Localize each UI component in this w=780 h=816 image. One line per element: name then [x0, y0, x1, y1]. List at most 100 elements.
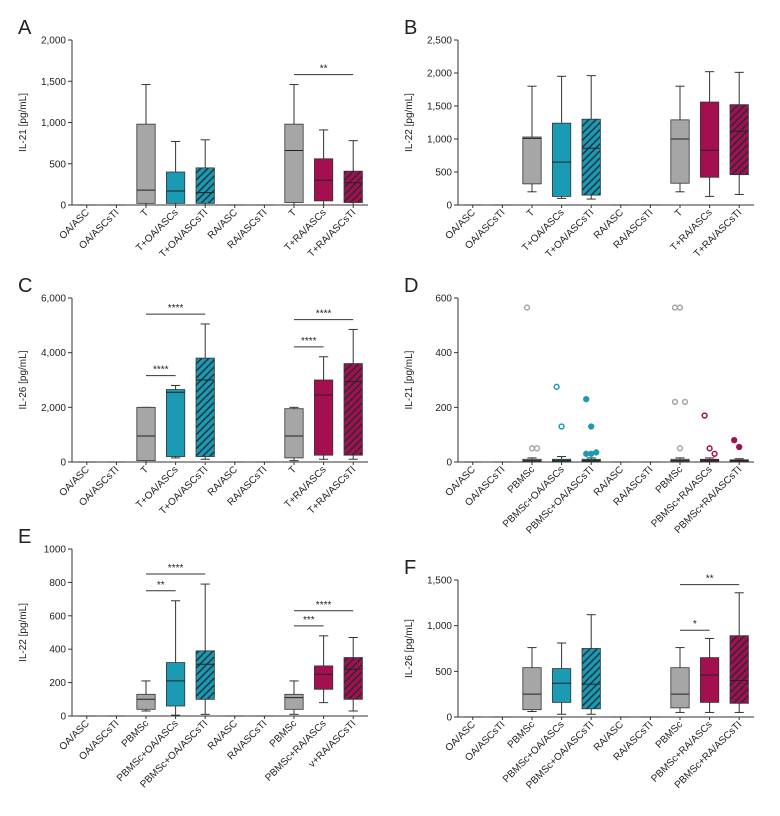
significance-label: ***: [303, 615, 315, 626]
box: [552, 668, 572, 703]
panel-letter: C: [18, 275, 32, 297]
outlier: [671, 398, 679, 406]
panel: AIL-21 [pg/mL]05001,0001,5002,000OA/ASCO…: [18, 17, 368, 260]
y-axis-title: IL-26 [pg/mL]: [404, 619, 415, 678]
significance-label: ****: [316, 309, 332, 320]
outlier: [528, 445, 536, 452]
outlier: [588, 423, 595, 430]
y-tick-label: 0: [60, 712, 66, 723]
outlier: [736, 443, 743, 451]
outlier: [523, 304, 531, 311]
box: [343, 363, 363, 456]
outlier: [533, 445, 541, 452]
y-axis-title: IL-21 [pg/mL]: [404, 350, 415, 409]
y-tick-label: 200: [49, 678, 66, 689]
outlier: [676, 445, 684, 452]
significance-label: ****: [153, 365, 169, 376]
y-tick-label: 6,000: [41, 294, 66, 305]
box: [729, 635, 749, 704]
box: [284, 693, 304, 710]
y-tick-label: 4,000: [41, 348, 66, 359]
y-tick-label: 0: [60, 458, 66, 469]
outlier: [558, 423, 565, 430]
box: [166, 171, 186, 204]
significance-label: ****: [301, 336, 317, 347]
y-tick-label: 500: [49, 159, 66, 170]
box: [314, 379, 334, 456]
panel-letter: B: [404, 17, 417, 39]
box: [314, 665, 334, 690]
panel-letter: F: [404, 557, 416, 579]
x-tick-label: T: [287, 207, 299, 219]
y-tick-label: 1,000: [427, 135, 452, 146]
y-axis-title: IL-22 [pg/mL]: [18, 603, 29, 662]
box: [166, 662, 186, 707]
y-axis-title: IL-22 [pg/mL]: [404, 93, 415, 152]
y-tick-label: 2,000: [427, 69, 452, 80]
panel-letter: A: [18, 17, 32, 39]
box: [552, 122, 572, 197]
outlier: [711, 450, 718, 457]
outlier: [583, 395, 590, 403]
y-tick-label: 0: [446, 458, 452, 469]
box: [343, 170, 363, 203]
y-tick-label: 0: [60, 201, 66, 212]
outlier: [553, 383, 560, 390]
y-tick-label: 1,000: [427, 621, 452, 632]
y-axis-title: IL-21 [pg/mL]: [18, 93, 29, 152]
box: [670, 667, 690, 709]
outlier: [671, 304, 679, 311]
y-tick-label: 2,000: [41, 403, 66, 414]
box: [284, 408, 304, 459]
significance-label: ****: [168, 563, 184, 574]
outlier: [706, 445, 713, 452]
box: [581, 648, 601, 710]
significance-label: **: [706, 574, 714, 585]
box: [136, 123, 156, 204]
panel: BIL-22 [pg/mL]05001,0001,5002,0002,500OA…: [404, 17, 754, 260]
x-tick-label: T: [139, 464, 151, 476]
y-tick-label: 1,000: [41, 118, 66, 129]
box: [700, 101, 720, 178]
y-tick-label: 400: [49, 645, 66, 656]
box: [166, 389, 186, 457]
y-tick-label: 2,500: [427, 36, 452, 47]
significance-label: ****: [168, 303, 184, 314]
panel: DIL-21 [pg/mL]0200400600OA/ASCOA/ASCsTIP…: [404, 275, 754, 536]
outlier: [681, 398, 689, 406]
y-tick-label: 1,500: [427, 576, 452, 587]
box: [195, 357, 215, 457]
panel-letter: E: [18, 526, 31, 548]
box: [136, 406, 156, 462]
y-tick-label: 200: [435, 403, 452, 414]
outlier: [583, 450, 590, 457]
y-axis-title: IL-26 [pg/mL]: [18, 350, 29, 409]
x-tick-label: T: [287, 464, 299, 476]
y-tick-label: 500: [435, 667, 452, 678]
box: [195, 650, 215, 700]
x-tick-label: T: [673, 207, 685, 219]
box: [136, 693, 156, 710]
y-tick-label: 600: [435, 294, 452, 305]
box: [581, 118, 601, 196]
box: [284, 123, 304, 203]
y-tick-label: 1,500: [427, 102, 452, 113]
outlier: [676, 304, 684, 311]
panel-letter: D: [404, 275, 418, 297]
significance-label: **: [157, 580, 165, 591]
box: [522, 136, 542, 185]
panel: FIL-26 [pg/mL]05001,0001,500OA/ASCOA/ASC…: [404, 557, 754, 791]
box: [522, 667, 542, 711]
y-tick-label: 1000: [44, 545, 67, 556]
y-tick-label: 800: [49, 578, 66, 589]
y-tick-label: 2,000: [41, 36, 66, 47]
panel: EIL-22 [pg/mL]02004006008001000OA/ASCOA/…: [18, 526, 368, 790]
box: [670, 119, 690, 184]
y-tick-label: 500: [435, 168, 452, 179]
y-tick-label: 1,500: [41, 77, 66, 88]
x-tick-label: T: [139, 207, 151, 219]
significance-label: **: [320, 64, 328, 75]
x-tick-label: T: [525, 207, 537, 219]
y-tick-label: 0: [446, 201, 452, 212]
outlier: [731, 436, 738, 444]
